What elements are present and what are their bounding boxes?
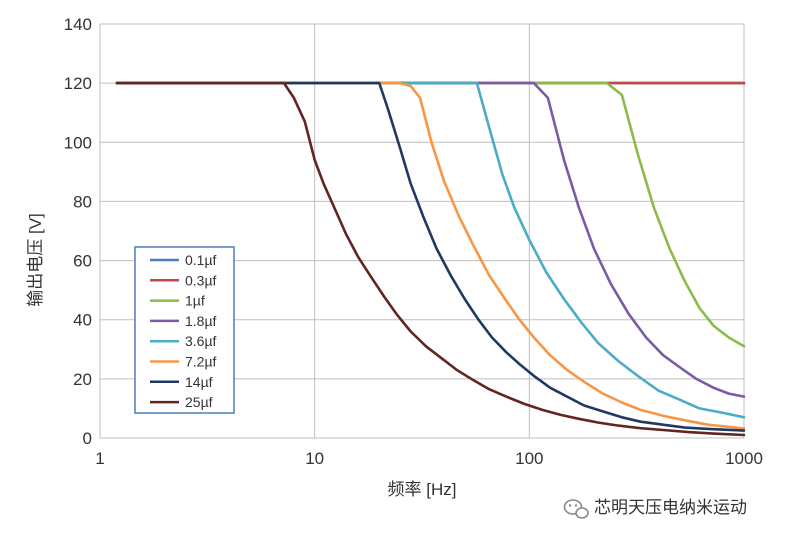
legend-label: 7.2µf: [185, 354, 217, 370]
y-tick-label: 120: [64, 74, 92, 93]
x-axis-title: 频率 [Hz]: [388, 480, 457, 499]
y-tick-label: 100: [64, 133, 92, 152]
y-axis-title: 输出电压 [V]: [26, 213, 45, 307]
series-line: [115, 81, 746, 348]
series-line: [115, 81, 746, 419]
legend-label: 0.1µf: [185, 252, 217, 268]
series-line: [115, 81, 746, 398]
y-tick-label: 40: [73, 311, 92, 330]
series-line: [115, 81, 746, 437]
legend-label: 1.8µf: [185, 313, 217, 329]
y-tick-label: 140: [64, 15, 92, 34]
series-line: [115, 81, 746, 432]
watermark-text: 芯明天压电纳米运动: [594, 498, 747, 517]
x-tick-label: 10: [305, 449, 324, 468]
plot-area: [115, 81, 746, 437]
legend-label: 25µf: [185, 394, 213, 410]
x-tick-label: 100: [515, 449, 543, 468]
x-tick-label: 1: [95, 449, 104, 468]
y-tick-label: 60: [73, 252, 92, 271]
legend-label: 14µf: [185, 374, 213, 390]
y-tick-label: 0: [83, 429, 92, 448]
watermark: 芯明天压电纳米运动: [563, 498, 747, 519]
legend: 0.1µf 0.3µf 1µf 1.8µf 3.6µf 7.2µf 14µf 25µf: [134, 246, 235, 414]
legend-label: 0.3µf: [185, 272, 217, 288]
series-line: [115, 81, 746, 430]
axes: 1 10 100 1000 0 20 40 60 80 100 120 140: [64, 15, 763, 468]
wechat-icon: [563, 499, 589, 519]
x-tick-label: 1000: [725, 449, 763, 468]
legend-box: [134, 246, 235, 414]
y-tick-label: 20: [73, 370, 92, 389]
y-tick-label: 80: [73, 192, 92, 211]
legend-label: 3.6µf: [185, 333, 217, 349]
legend-label: 1µf: [185, 293, 205, 309]
